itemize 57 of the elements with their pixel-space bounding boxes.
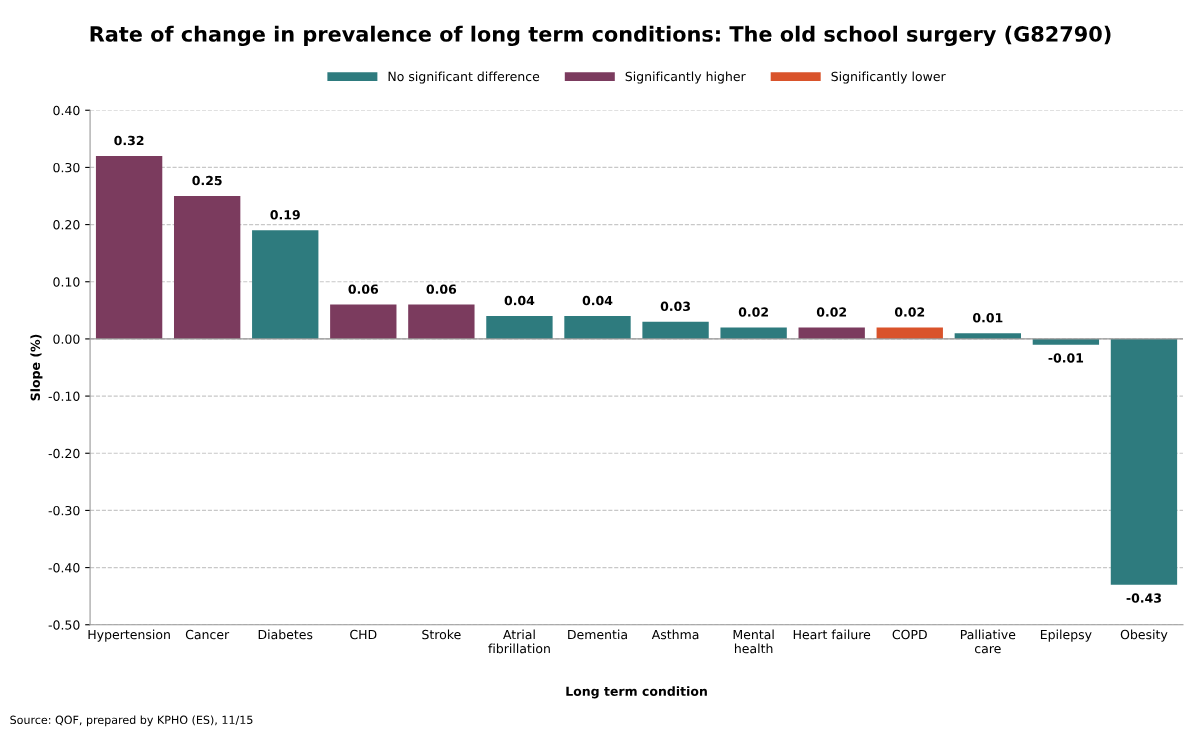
bar xyxy=(486,316,553,339)
y-tick-label: 0.40 xyxy=(53,105,80,116)
x-tick-label: Heart failure xyxy=(793,629,871,640)
y-tick-label: 0.10 xyxy=(53,277,80,287)
y-tick-label: 0.20 xyxy=(53,220,80,230)
bar xyxy=(330,304,397,339)
data-label: 0.32 xyxy=(114,135,144,146)
y-tick-label: -0.10 xyxy=(48,391,80,402)
data-label: 0.01 xyxy=(973,312,1003,323)
legend-label: No significant difference xyxy=(388,71,540,84)
x-tick-label: Epilepsy xyxy=(1040,629,1092,642)
bar xyxy=(252,230,319,339)
y-tick-label: -0.50 xyxy=(48,620,80,630)
bar xyxy=(876,327,943,339)
y-tick-label: 0.30 xyxy=(53,162,80,173)
x-tick-label: Hypertension xyxy=(88,629,170,642)
data-label: 0.04 xyxy=(582,295,613,306)
data-label: 0.02 xyxy=(894,307,925,317)
data-label: 0.06 xyxy=(348,284,379,294)
y-axis-title: Slope (%) xyxy=(30,334,43,401)
x-tick-label: CHD xyxy=(350,629,377,640)
bar xyxy=(642,321,709,339)
y-tick-label: -0.40 xyxy=(48,563,80,573)
x-tick-label: Atrial fibrillation xyxy=(488,629,550,654)
x-tick-label: Palliative care xyxy=(960,629,1016,654)
data-label: 0.02 xyxy=(738,307,768,317)
y-tick-label: 0.00 xyxy=(53,334,80,344)
bar xyxy=(720,327,787,339)
x-tick-label: Dementia xyxy=(568,629,627,640)
data-label: 0.19 xyxy=(270,210,300,220)
data-label: 0.06 xyxy=(426,284,457,294)
bar xyxy=(564,316,631,339)
legend-label: Significantly lower xyxy=(831,71,946,84)
data-label: -0.01 xyxy=(1048,353,1084,363)
bar xyxy=(408,304,475,339)
data-label: 0.25 xyxy=(192,175,222,186)
x-tick-label: Cancer xyxy=(185,629,230,640)
x-tick-label: Stroke xyxy=(422,629,461,640)
bar xyxy=(95,155,163,339)
x-tick-label: Asthma xyxy=(651,629,699,640)
x-tick-label: Obesity xyxy=(1120,629,1168,642)
y-tick-label: -0.30 xyxy=(48,505,80,516)
x-tick-label: Mental health xyxy=(733,629,774,654)
data-label: 0.03 xyxy=(660,301,690,312)
y-tick-label: -0.20 xyxy=(48,448,80,459)
x-axis-title: Long term condition xyxy=(566,686,707,699)
x-tick-label: Diabetes xyxy=(258,629,313,640)
x-tick-label: COPD xyxy=(892,629,927,640)
bar xyxy=(173,196,241,339)
data-label: 0.04 xyxy=(504,295,535,306)
chart-title: Rate of change in prevalence of long term conditions: The old school surgery (G82790) xyxy=(90,25,1111,47)
bar xyxy=(798,327,865,339)
legend-label: Significantly higher xyxy=(625,71,746,84)
bar xyxy=(1110,338,1178,585)
data-label: -0.43 xyxy=(1126,593,1161,603)
source-note: Source: QOF, prepared by KPHO (ES), 11/15 xyxy=(10,715,253,727)
data-label: 0.02 xyxy=(816,307,847,317)
